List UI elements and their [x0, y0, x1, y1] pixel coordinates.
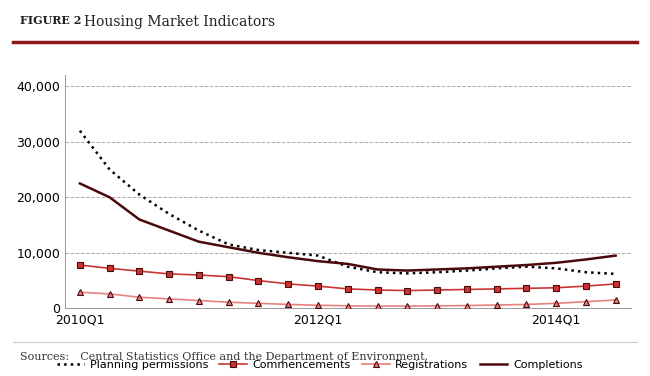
Completions: [255, 250, 263, 255]
Completions: [314, 259, 322, 264]
Completions: [135, 217, 143, 222]
Registrations: [195, 298, 203, 303]
Registrations: [314, 303, 322, 308]
Commencements: [612, 282, 619, 286]
Completions: [374, 267, 382, 272]
Commencements: [106, 266, 114, 271]
Planning permissions: [165, 212, 173, 216]
Registrations: [135, 295, 143, 299]
Completions: [582, 257, 590, 262]
Legend: Planning permissions, Commencements, Registrations, Completions: Planning permissions, Commencements, Reg…: [52, 356, 587, 375]
Registrations: [523, 302, 530, 307]
Planning permissions: [314, 253, 322, 258]
Planning permissions: [523, 264, 530, 269]
Planning permissions: [433, 270, 441, 274]
Completions: [612, 253, 619, 258]
Commencements: [493, 287, 500, 291]
Text: FIGURE 2: FIGURE 2: [20, 15, 81, 26]
Commencements: [195, 273, 203, 277]
Commencements: [463, 287, 471, 292]
Planning permissions: [225, 242, 233, 247]
Commencements: [582, 284, 590, 288]
Planning permissions: [344, 264, 352, 269]
Completions: [225, 245, 233, 250]
Registrations: [552, 301, 560, 306]
Planning permissions: [195, 228, 203, 233]
Commencements: [76, 263, 84, 267]
Commencements: [255, 278, 263, 283]
Planning permissions: [552, 266, 560, 271]
Completions: [463, 266, 471, 271]
Completions: [344, 262, 352, 266]
Line: Planning permissions: Planning permissions: [80, 131, 616, 274]
Commencements: [165, 271, 173, 276]
Line: Commencements: Commencements: [77, 262, 618, 293]
Planning permissions: [493, 266, 500, 271]
Completions: [165, 228, 173, 233]
Planning permissions: [374, 270, 382, 274]
Commencements: [344, 287, 352, 291]
Completions: [195, 240, 203, 244]
Commencements: [284, 282, 292, 286]
Registrations: [374, 304, 382, 308]
Registrations: [165, 297, 173, 301]
Planning permissions: [76, 129, 84, 133]
Planning permissions: [135, 192, 143, 197]
Completions: [493, 264, 500, 269]
Registrations: [404, 304, 411, 308]
Commencements: [552, 285, 560, 290]
Registrations: [284, 302, 292, 307]
Commencements: [374, 288, 382, 292]
Completions: [523, 263, 530, 267]
Completions: [404, 268, 411, 273]
Registrations: [225, 300, 233, 305]
Registrations: [76, 290, 84, 294]
Registrations: [106, 292, 114, 296]
Planning permissions: [463, 268, 471, 273]
Commencements: [135, 269, 143, 273]
Registrations: [463, 303, 471, 308]
Commencements: [523, 286, 530, 291]
Completions: [284, 255, 292, 259]
Completions: [433, 267, 441, 272]
Registrations: [493, 303, 500, 307]
Registrations: [433, 303, 441, 308]
Planning permissions: [404, 271, 411, 276]
Commencements: [225, 274, 233, 279]
Planning permissions: [612, 271, 619, 276]
Completions: [76, 181, 84, 186]
Planning permissions: [106, 167, 114, 172]
Commencements: [314, 284, 322, 288]
Text: Housing Market Indicators: Housing Market Indicators: [84, 15, 276, 29]
Planning permissions: [582, 270, 590, 274]
Registrations: [582, 299, 590, 304]
Planning permissions: [255, 248, 263, 252]
Registrations: [255, 301, 263, 306]
Line: Registrations: Registrations: [77, 290, 618, 309]
Line: Completions: Completions: [80, 183, 616, 271]
Commencements: [404, 288, 411, 293]
Planning permissions: [284, 250, 292, 255]
Text: Sources: Central Statistics Office and the Department of Environment.: Sources: Central Statistics Office and t…: [20, 352, 428, 362]
Commencements: [433, 288, 441, 292]
Registrations: [344, 303, 352, 308]
Completions: [552, 261, 560, 265]
Completions: [106, 195, 114, 200]
Registrations: [612, 298, 619, 302]
